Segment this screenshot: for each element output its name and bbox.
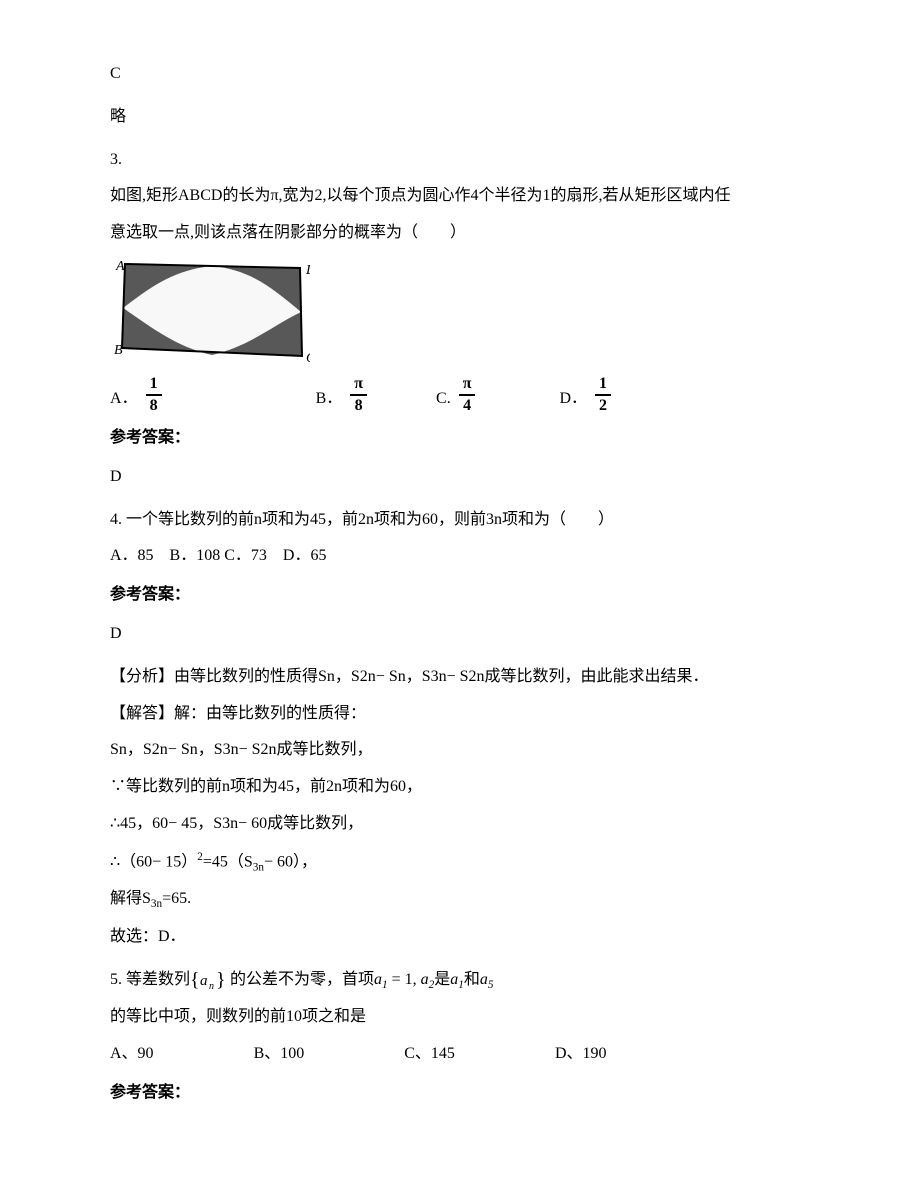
q3-opt-b-label: B． [316, 385, 343, 414]
q4-exp1-text: 【分析】由等比数列的性质得Sn，S2n− Sn，S3n− S2n成等比数列，由此… [110, 668, 709, 685]
q4-exp5: ∴45，60− 45，S3n− 60成等比数列， [110, 810, 820, 839]
q3-opt-c-den: 4 [463, 396, 471, 414]
q5-sequence-braces: { a n } [190, 968, 226, 992]
q4-answer-head: 参考答案： [110, 581, 820, 610]
q5-eq1: = 1, [388, 971, 421, 988]
q3-options: A． 1 8 B． π 8 C. π 4 D． 1 2 [110, 376, 820, 414]
q5-opt-b: B、100 [254, 1040, 305, 1069]
svg-text:a: a [200, 973, 208, 989]
q5-stem-line1: 5. 等差数列 { a n } 的公差不为零，首项a1 = 1, a2是a1和a… [110, 966, 820, 995]
q3-opt-a-frac: 1 8 [146, 376, 162, 414]
svg-text:B: B [114, 343, 123, 358]
q4-exp2: 【解答】解：由等比数列的性质得： [110, 700, 820, 729]
svg-text:}: } [216, 969, 226, 991]
q3-opt-c: C. π 4 [436, 376, 479, 414]
q3-opt-b-frac: π 8 [350, 376, 367, 414]
q3-opt-c-num: π [459, 376, 476, 396]
q3-opt-b-num: π [350, 376, 367, 396]
q3-opt-d-label: D． [559, 385, 587, 414]
q5-opt-a: A、90 [110, 1040, 154, 1069]
q3-opt-a-num: 1 [146, 376, 162, 396]
q4-exp4: ∵等比数列的前n项和为45，前2n项和为60， [110, 773, 820, 802]
q3-number: 3. [110, 146, 820, 175]
q5-and: 和 [464, 971, 480, 988]
q3-opt-c-label: C. [436, 385, 451, 414]
q4-exp8: 故选：D． [110, 923, 820, 952]
q3-opt-a-label: A． [110, 385, 138, 414]
q4-stem-text: 4. 一个等比数列的前n项和为45，前2n项和为60，则前3n项和为（ ） [110, 511, 614, 528]
svg-text:{: { [190, 969, 200, 991]
q5-opt-d: D、190 [555, 1040, 607, 1069]
q5-pre: 等差数列 [126, 971, 190, 988]
q3-opt-b-den: 8 [355, 396, 363, 414]
q5-a1b: a1 [450, 971, 464, 988]
svg-text:D: D [305, 263, 310, 278]
q4-exp7: 解得S3n=65. [110, 885, 820, 914]
q5-stem-line2: 的等比中项，则数列的前10项之和是 [110, 1003, 820, 1032]
q3-stem-line2: 意选取一点,则该点落在阴影部分的概率为（ ） [110, 219, 820, 248]
q5-opt-c: C、145 [404, 1040, 455, 1069]
q3-answer: D [110, 463, 820, 492]
q3-stem-line1: 如图,矩形ABCD的长为π,宽为2,以每个顶点为圆心作4个半径为1的扇形,若从矩… [110, 182, 820, 211]
q3-opt-d-frac: 1 2 [595, 376, 611, 414]
q5-mid: 的公差不为零，首项 [226, 971, 374, 988]
q5-num: 5. [110, 971, 126, 988]
prev-answer-brief: 略 [110, 103, 820, 132]
prev-answer-letter: C [110, 60, 820, 89]
q4-stem: 4. 一个等比数列的前n项和为45，前2n项和为60，则前3n项和为（ ） [110, 506, 820, 535]
q4-options: A．85 B．108 C．73 D．65 [110, 542, 820, 571]
q3-opt-c-frac: π 4 [459, 376, 476, 414]
svg-text:n: n [209, 981, 214, 992]
q5-a2: a2 [421, 971, 435, 988]
q3-opt-d: D． 1 2 [559, 376, 615, 414]
q3-opt-d-den: 2 [599, 396, 607, 414]
q3-answer-head: 参考答案： [110, 424, 820, 453]
q5-answer-head: 参考答案： [110, 1079, 820, 1108]
svg-text:C: C [306, 351, 310, 366]
q3-stem-line1-text: 如图,矩形ABCD的长为π,宽为2,以每个顶点为圆心作4个半径为1的扇形,若从矩… [110, 187, 731, 204]
q3-opt-d-num: 1 [595, 376, 611, 396]
q4-answer: D [110, 620, 820, 649]
q4-exp6: ∴（60− 15）2=45（S3n− 60）， [110, 847, 820, 878]
q4-exp3: Sn，S2n− Sn，S3n− S2n成等比数列， [110, 736, 820, 765]
q5-a1: a1 [374, 971, 388, 988]
q3-opt-a-den: 8 [150, 396, 158, 414]
q5-options: A、90 B、100 C、145 D、190 [110, 1040, 820, 1069]
q5-is: 是 [434, 971, 450, 988]
q3-opt-a: A． 1 8 [110, 376, 166, 414]
q5-a5: a5 [480, 971, 494, 988]
q3-opt-b: B． π 8 [316, 376, 371, 414]
q4-exp1: 【分析】由等比数列的性质得Sn，S2n− Sn，S3n− S2n成等比数列，由此… [110, 663, 820, 692]
svg-text:A: A [115, 259, 125, 274]
q3-figure: A D B C [110, 256, 820, 366]
